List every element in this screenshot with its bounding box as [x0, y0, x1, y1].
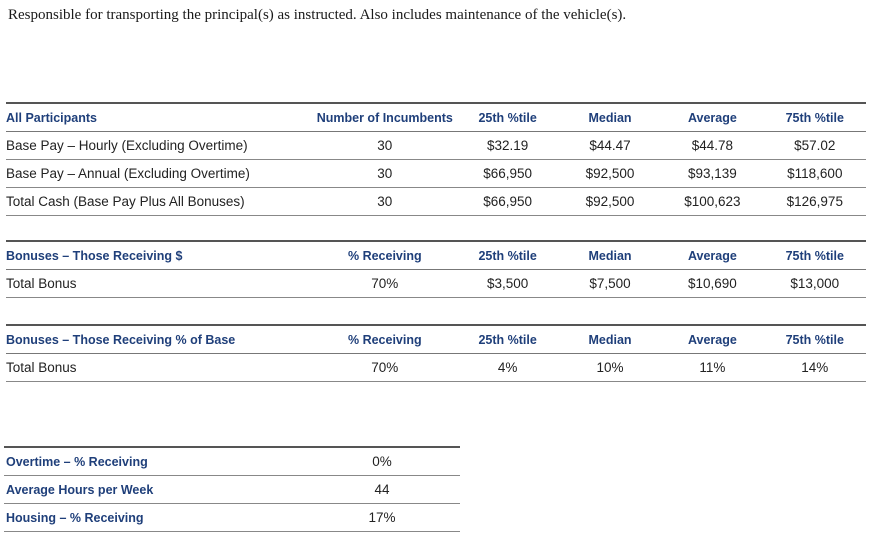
table-cell: 11% — [661, 353, 764, 382]
row-label: Total Cash (Base Pay Plus All Bonuses) — [6, 187, 314, 216]
table-row: Total Cash (Base Pay Plus All Bonuses) 3… — [6, 187, 866, 216]
table-cell: $57.02 — [763, 131, 866, 160]
table-cell: $44.47 — [558, 131, 662, 160]
column-header: 25th %tile — [456, 102, 559, 132]
column-header: Average — [661, 240, 764, 270]
table-cell: $93,139 — [661, 159, 764, 188]
table-row: Total Bonus 70% $3,500 $7,500 $10,690 $1… — [6, 269, 866, 298]
row-label: Base Pay – Annual (Excluding Overtime) — [6, 159, 314, 188]
column-header: % Receiving — [313, 240, 457, 270]
column-header: All Participants — [6, 102, 314, 132]
row-label: Total Bonus — [6, 269, 314, 298]
table-cell: 30 — [313, 159, 457, 188]
column-header: Median — [558, 102, 662, 132]
table-cell: 14% — [763, 353, 866, 382]
table-cell: 44 — [304, 475, 460, 504]
row-label: Average Hours per Week — [4, 475, 304, 504]
table-header-row: All Participants Number of Incumbents 25… — [6, 102, 866, 132]
all-participants-table: All Participants Number of Incumbents 25… — [6, 102, 866, 216]
column-header: Median — [558, 324, 662, 354]
table-cell: 70% — [313, 353, 457, 382]
column-header: Median — [558, 240, 662, 270]
table-cell: 30 — [313, 131, 457, 160]
table-cell: $32.19 — [456, 131, 559, 160]
bonus-dollars-table: Bonuses – Those Receiving $ % Receiving … — [6, 240, 866, 298]
table-cell: $7,500 — [558, 269, 662, 298]
table-cell: $10,690 — [661, 269, 764, 298]
table-header-row: Bonuses – Those Receiving % of Base % Re… — [6, 324, 866, 354]
table-cell: $13,000 — [763, 269, 866, 298]
table-header-row: Bonuses – Those Receiving $ % Receiving … — [6, 240, 866, 270]
table-row: Housing – % Receiving 17% — [4, 503, 460, 532]
table-row: Average Hours per Week 44 — [4, 475, 460, 504]
column-header: 25th %tile — [456, 324, 559, 354]
row-label: Total Bonus — [6, 353, 314, 382]
column-header: 75th %tile — [763, 240, 866, 270]
column-header: Bonuses – Those Receiving % of Base — [6, 324, 314, 354]
table-row: Base Pay – Annual (Excluding Overtime) 3… — [6, 159, 866, 188]
column-header: Bonuses – Those Receiving $ — [6, 240, 314, 270]
table-cell: $66,950 — [456, 187, 559, 216]
table-cell: 17% — [304, 503, 460, 532]
other-benefits-table: Overtime – % Receiving 0% Average Hours … — [4, 446, 460, 532]
table-cell: 10% — [558, 353, 662, 382]
column-header: Average — [661, 102, 764, 132]
row-label: Housing – % Receiving — [4, 503, 304, 532]
table-cell: $100,623 — [661, 187, 764, 216]
column-header: 75th %tile — [763, 324, 866, 354]
column-header: % Receiving — [313, 324, 457, 354]
table-cell: $3,500 — [456, 269, 559, 298]
table-cell: $118,600 — [763, 159, 866, 188]
column-header: 25th %tile — [456, 240, 559, 270]
bonus-percent-table: Bonuses – Those Receiving % of Base % Re… — [6, 324, 866, 382]
column-header: 75th %tile — [763, 102, 866, 132]
table-row: Base Pay – Hourly (Excluding Overtime) 3… — [6, 131, 866, 160]
table-row: Overtime – % Receiving 0% — [4, 446, 460, 476]
table-cell: $92,500 — [558, 159, 662, 188]
table-cell: 70% — [313, 269, 457, 298]
table-cell: $66,950 — [456, 159, 559, 188]
table-cell: 30 — [313, 187, 457, 216]
table-cell: $126,975 — [763, 187, 866, 216]
table-cell: 0% — [304, 446, 460, 476]
column-header: Average — [661, 324, 764, 354]
column-header: Number of Incumbents — [313, 102, 457, 132]
table-cell: $44.78 — [661, 131, 764, 160]
table-cell: $92,500 — [558, 187, 662, 216]
table-cell: 4% — [456, 353, 559, 382]
row-label: Overtime – % Receiving — [4, 446, 304, 476]
row-label: Base Pay – Hourly (Excluding Overtime) — [6, 131, 314, 160]
table-row: Total Bonus 70% 4% 10% 11% 14% — [6, 353, 866, 382]
job-description: Responsible for transporting the princip… — [8, 7, 627, 23]
